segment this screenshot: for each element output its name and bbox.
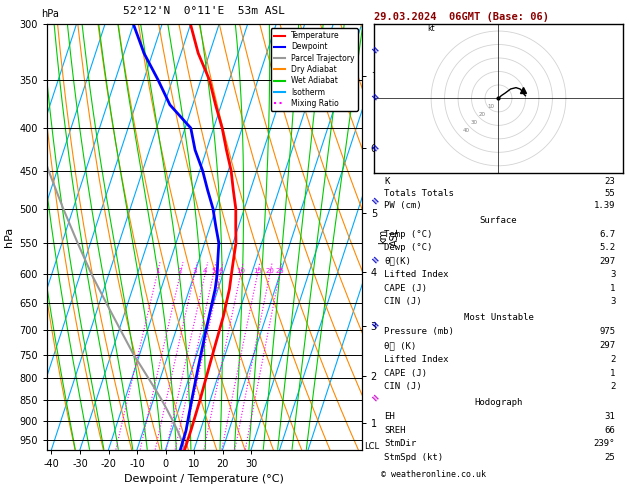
Text: 55: 55 [604,189,615,198]
Text: 5.2: 5.2 [599,243,615,252]
Text: 25: 25 [604,453,615,462]
Text: ≡: ≡ [368,195,381,208]
Text: Lifted Index: Lifted Index [384,355,448,364]
Text: Hodograph: Hodograph [474,399,523,407]
Text: 3: 3 [610,297,615,306]
Text: 239°: 239° [594,439,615,448]
Text: 15: 15 [253,268,262,275]
X-axis label: Dewpoint / Temperature (°C): Dewpoint / Temperature (°C) [125,474,284,484]
Text: 2: 2 [610,355,615,364]
Text: CIN (J): CIN (J) [384,297,422,306]
Text: 4: 4 [203,268,207,275]
Text: 10: 10 [236,268,245,275]
Text: Dewp (°C): Dewp (°C) [384,243,433,252]
Y-axis label: hPa: hPa [4,227,14,247]
Legend: Temperature, Dewpoint, Parcel Trajectory, Dry Adiabat, Wet Adiabat, Isotherm, Mi: Temperature, Dewpoint, Parcel Trajectory… [270,28,358,111]
Text: Totals Totals: Totals Totals [384,189,454,198]
Text: 23: 23 [604,176,615,186]
Text: 20: 20 [479,112,486,117]
Text: ≡: ≡ [368,141,381,155]
Text: hPa: hPa [41,9,58,19]
Text: CAPE (J): CAPE (J) [384,368,427,378]
Text: Most Unstable: Most Unstable [464,313,533,322]
Text: 2: 2 [610,382,615,391]
Text: 6.7: 6.7 [599,230,615,239]
Text: StmDir: StmDir [384,439,416,448]
Text: SREH: SREH [384,426,406,434]
Text: © weatheronline.co.uk: © weatheronline.co.uk [381,469,486,479]
Text: EH: EH [384,412,395,421]
Text: ≡: ≡ [368,392,381,404]
Text: 3: 3 [192,268,197,275]
Text: 2: 2 [178,268,182,275]
Text: ≡: ≡ [368,319,381,332]
Text: θᴀ(K): θᴀ(K) [384,257,411,266]
Text: 31: 31 [604,412,615,421]
Text: 975: 975 [599,327,615,336]
Text: CIN (J): CIN (J) [384,382,422,391]
Text: Lifted Index: Lifted Index [384,270,448,279]
Text: 6: 6 [218,268,223,275]
Text: ≡: ≡ [368,255,381,267]
Text: K: K [384,176,389,186]
Text: 1.39: 1.39 [594,201,615,210]
Text: Temp (°C): Temp (°C) [384,230,433,239]
Text: kt: kt [427,24,435,33]
Text: θᴀ (K): θᴀ (K) [384,341,416,350]
Text: ≡: ≡ [368,91,381,104]
Text: 52°12'N  0°11'E  53m ASL: 52°12'N 0°11'E 53m ASL [123,6,286,16]
Text: 66: 66 [604,426,615,434]
Text: 5: 5 [211,268,216,275]
Text: PW (cm): PW (cm) [384,201,422,210]
Y-axis label: km
ASL: km ASL [378,228,400,246]
Text: 1: 1 [155,268,159,275]
Text: 30: 30 [470,120,477,125]
Text: 10: 10 [487,104,494,109]
Text: 29.03.2024  06GMT (Base: 06): 29.03.2024 06GMT (Base: 06) [374,12,549,22]
Text: ≡: ≡ [368,44,381,57]
Text: 1: 1 [610,368,615,378]
Text: 297: 297 [599,257,615,266]
Text: 297: 297 [599,341,615,350]
Text: Pressure (mb): Pressure (mb) [384,327,454,336]
Text: 40: 40 [462,128,470,133]
Text: 1: 1 [610,284,615,293]
Text: StmSpd (kt): StmSpd (kt) [384,453,443,462]
Text: LCL: LCL [364,442,379,451]
Text: 25: 25 [275,268,284,275]
Text: 20: 20 [265,268,274,275]
Text: CAPE (J): CAPE (J) [384,284,427,293]
Text: Surface: Surface [480,216,517,225]
Text: 3: 3 [610,270,615,279]
